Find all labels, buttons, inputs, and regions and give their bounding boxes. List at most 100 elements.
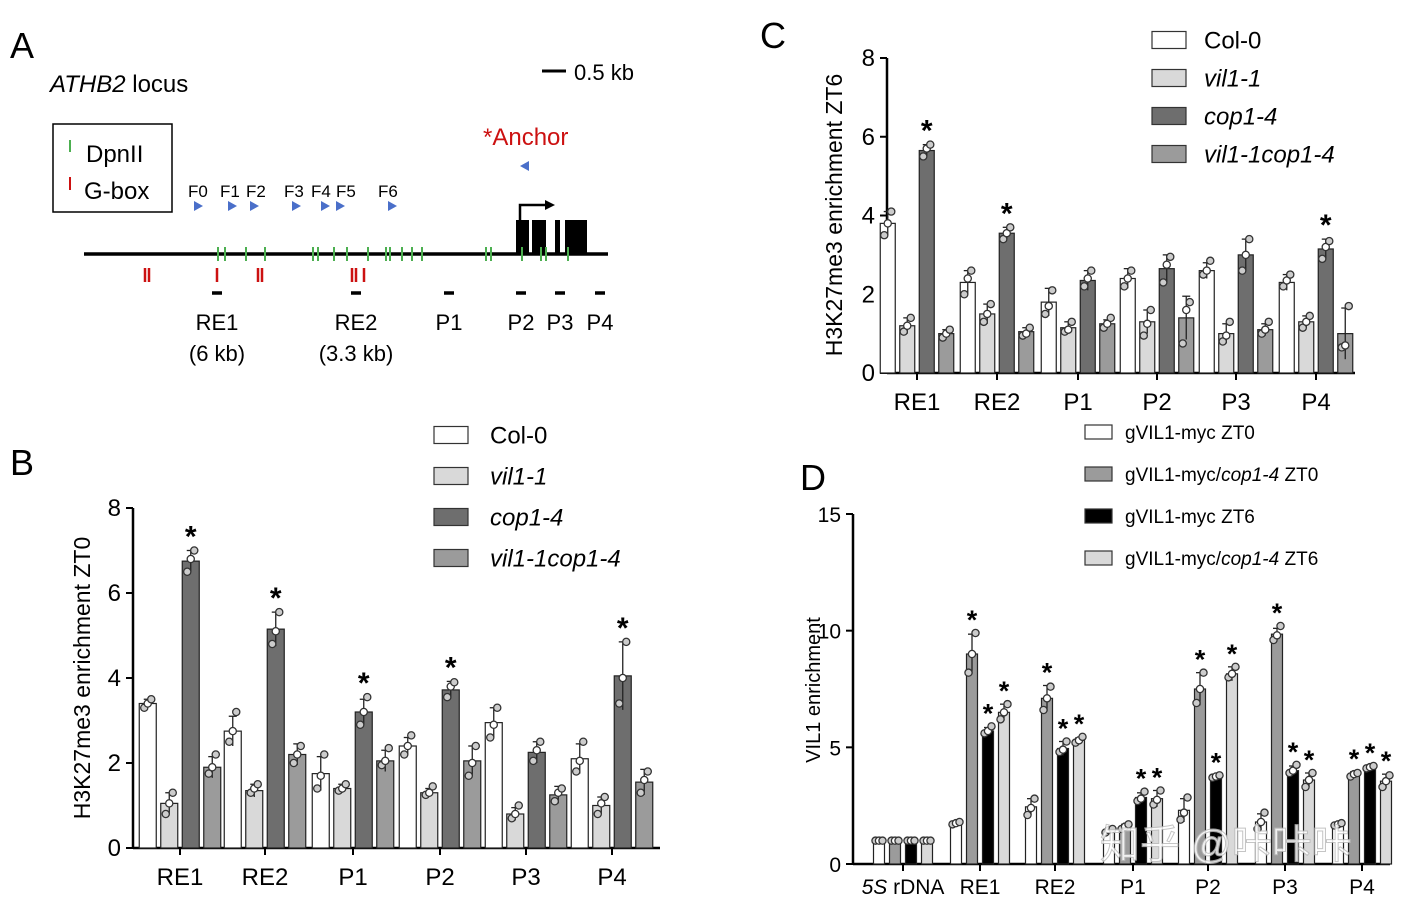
legend-label-part: ZT0 <box>1279 465 1318 486</box>
bar <box>398 745 417 849</box>
gbox-sites <box>143 268 366 282</box>
data-point <box>1325 236 1334 246</box>
x-tick-label: RE2 <box>974 389 1021 416</box>
bar <box>333 787 352 849</box>
data-point <box>960 289 969 299</box>
data-point <box>1245 234 1254 244</box>
data-point <box>1202 266 1212 275</box>
data-point <box>1080 282 1089 291</box>
data-point <box>1006 223 1015 232</box>
data-point <box>1308 768 1317 778</box>
data-point <box>267 639 277 649</box>
x-tick-label: P1 <box>338 864 367 891</box>
data-point <box>384 743 393 753</box>
data-point <box>1231 662 1240 672</box>
data-point <box>424 788 434 798</box>
primer-arrow-icon <box>388 201 397 211</box>
x-tick-label: P3 <box>511 864 540 891</box>
data-point <box>1152 795 1162 805</box>
legend-swatch <box>433 425 469 445</box>
data-point <box>316 771 325 781</box>
data-point <box>1159 278 1168 287</box>
region-label-re2: RE2 <box>335 310 378 335</box>
significance-marker: * <box>1001 197 1013 230</box>
data-point <box>1225 317 1235 327</box>
primer-arrows <box>194 201 397 211</box>
x-tick-label: P2 <box>425 864 454 891</box>
data-point <box>296 741 305 751</box>
data-point <box>1003 699 1012 709</box>
fragment-label-f2: F2 <box>246 182 266 201</box>
data-point <box>1162 260 1172 269</box>
data-point <box>289 758 298 768</box>
data-point <box>312 784 322 793</box>
x-tick-label-italic: 5S <box>862 876 888 899</box>
legend-swatch <box>433 466 469 486</box>
bar <box>441 689 460 849</box>
legend-label-part: ZT6 <box>1279 549 1318 570</box>
fragment-label-f0: F0 <box>188 182 208 201</box>
significance-marker: * <box>1272 598 1283 628</box>
bar <box>918 149 935 374</box>
x-tick-label: RE1 <box>894 389 941 416</box>
y-tick-label: 0 <box>108 835 121 862</box>
bar <box>223 730 242 849</box>
legend-label-part: gVIL1-myc/ <box>1125 549 1222 570</box>
data-point <box>615 699 624 708</box>
legend-label: gVIL1-myc ZT6 <box>1125 507 1255 528</box>
data-point <box>1108 824 1117 834</box>
panel-letter-c: C <box>760 15 786 56</box>
data-point <box>1304 775 1314 785</box>
data-point <box>253 780 262 789</box>
data-point <box>926 140 935 149</box>
primer-arrow-icon <box>250 201 259 211</box>
x-tick-label: P2 <box>1195 876 1221 899</box>
x-tick-label: RE1 <box>157 864 204 891</box>
region-marks: RE1 (6 kb) RE2 (3.3 kb) P1 P2 P3 P4 <box>189 291 613 366</box>
y-axis-label: H3K27me3 enrichment ZT0 <box>69 537 95 820</box>
data-point <box>887 207 896 216</box>
data-point <box>1241 250 1251 260</box>
y-tick-label: 5 <box>829 737 841 760</box>
scale-bar-label: 0.5 kb <box>574 60 634 85</box>
data-point <box>1256 817 1266 827</box>
significance-marker: * <box>1349 744 1360 774</box>
legend-label-part: gVIL1-myc/ <box>1125 465 1222 486</box>
data-point <box>161 809 170 819</box>
data-point <box>359 707 368 717</box>
data-point <box>1041 309 1050 319</box>
legend-label: vil1-1 <box>1204 66 1261 93</box>
data-point <box>996 715 1005 724</box>
data-point <box>894 836 903 845</box>
significance-marker: * <box>921 115 933 148</box>
anchor-label: *Anchor <box>483 124 568 151</box>
significance-marker: * <box>967 605 978 635</box>
gbox-legend-label: G-box <box>84 178 149 205</box>
bar <box>354 711 373 849</box>
data-point <box>1353 768 1362 778</box>
data-point <box>926 836 935 845</box>
data-point <box>341 780 350 789</box>
data-point <box>399 750 409 759</box>
data-point <box>362 692 372 702</box>
bar <box>1072 739 1086 865</box>
y-tick-label: 15 <box>818 504 841 527</box>
fragment-label-f3: F3 <box>284 182 304 201</box>
data-point <box>529 756 538 766</box>
legend-swatch <box>1084 466 1113 482</box>
data-point <box>449 678 459 687</box>
watermark: 知乎 @咔咔咔 <box>1100 823 1352 867</box>
data-point <box>1087 266 1096 275</box>
legend-swatch <box>1084 550 1113 566</box>
x-tick-label: RE2 <box>1035 876 1076 899</box>
data-point <box>1178 339 1188 348</box>
primer-arrow-icon <box>228 201 237 211</box>
bar <box>527 751 546 849</box>
significance-marker: * <box>999 676 1010 706</box>
data-point <box>1127 266 1136 275</box>
data-point <box>550 797 560 806</box>
significance-marker: * <box>1304 745 1315 775</box>
x-tick-label: RE1 <box>960 876 1001 899</box>
data-point <box>485 733 495 742</box>
data-point <box>489 720 498 730</box>
